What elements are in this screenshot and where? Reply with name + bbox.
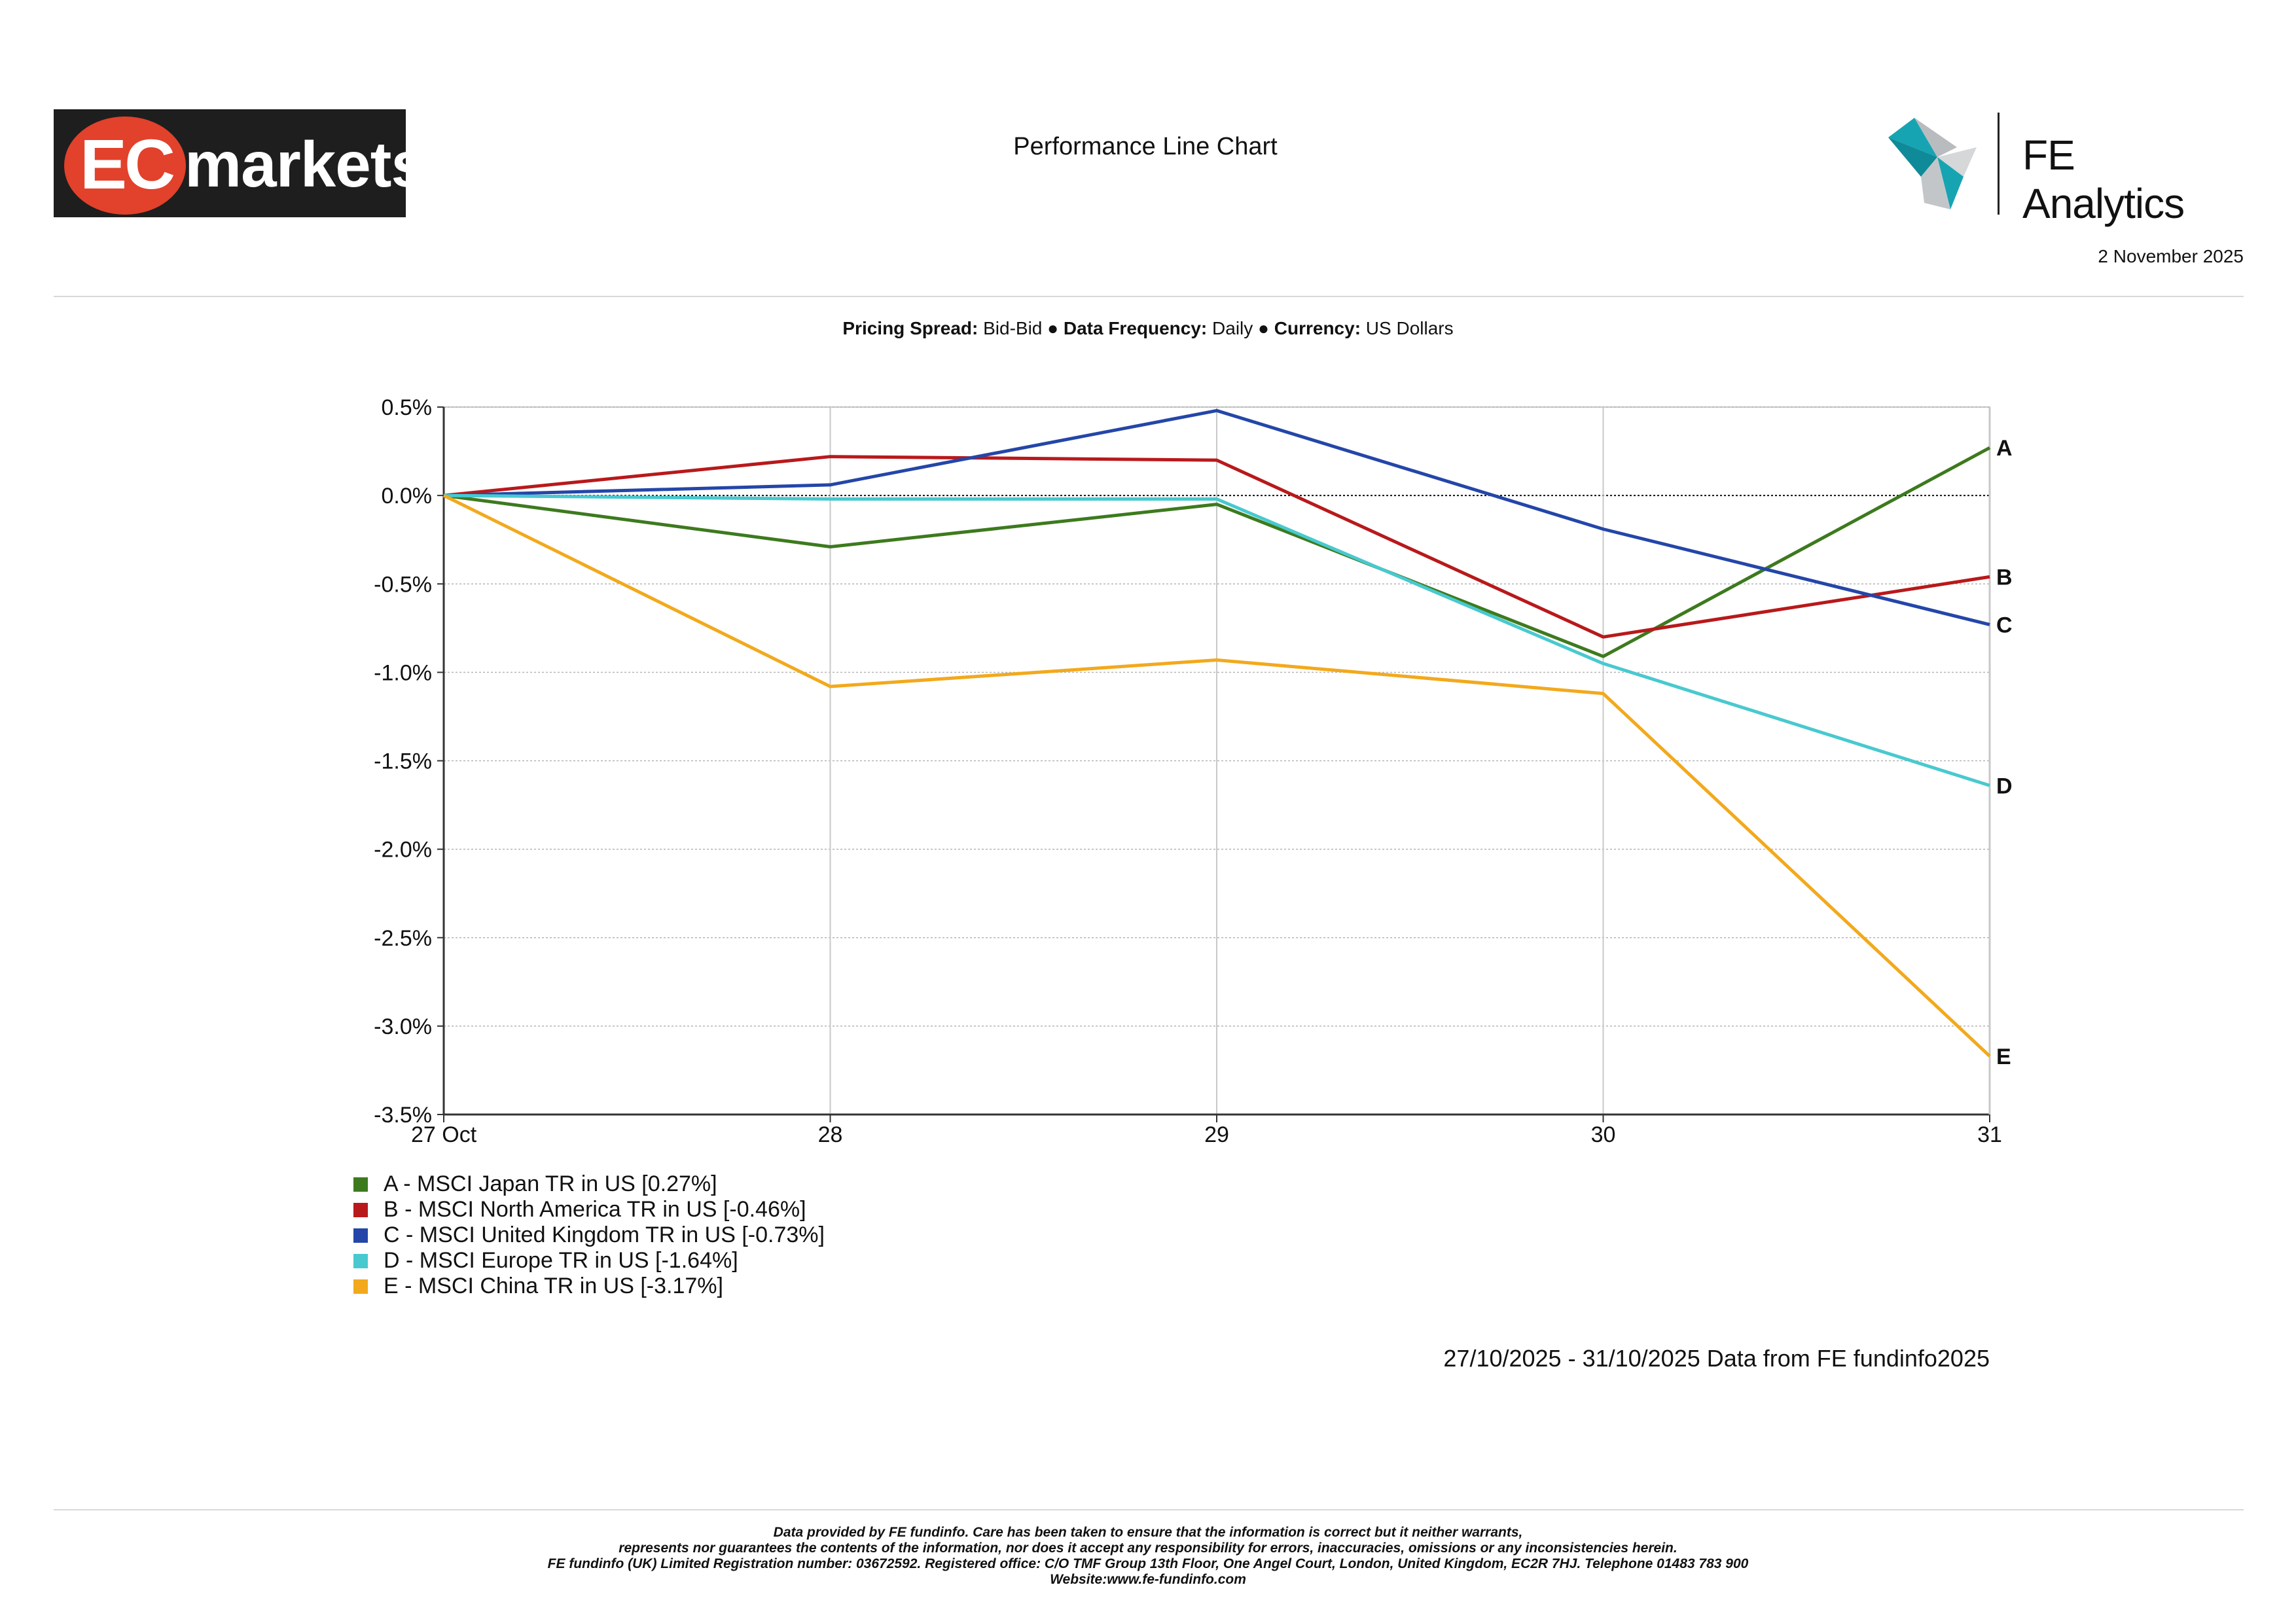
- pricing-spread-label: Pricing Spread:: [842, 318, 978, 338]
- chart-axes: 0.5% 0.0% -0.5% -1.0% -1.5% -2.0% -2.5% -3.0% -3…: [374, 395, 2002, 1147]
- series-line-b: [443, 455, 1990, 639]
- legend-label: E - MSCI China TR in US [-3.17%]: [384, 1274, 723, 1298]
- y-tick-label: 0.0%: [382, 484, 433, 508]
- disclaimer-line: Data provided by FE fundinfo. Care has b…: [773, 1525, 1523, 1540]
- legend-item-d: D - MSCI Europe TR in US [-1.64%]: [353, 1248, 1139, 1274]
- legend-swatch: [353, 1253, 368, 1268]
- legend-item-a: A - MSCI Japan TR in US [0.27%]: [353, 1171, 1139, 1197]
- y-tick-label: -3.0%: [374, 1014, 432, 1039]
- legend-swatch: [353, 1228, 368, 1243]
- currency-value: US Dollars: [1365, 318, 1454, 338]
- report-date: 2 November 2025: [2098, 246, 2244, 266]
- y-tick-label: 0.5%: [382, 395, 433, 420]
- fe-analytics-brand: FE Analytics: [2022, 132, 2185, 227]
- chart-grid: [443, 406, 1990, 1115]
- legend-swatch: [353, 1202, 368, 1217]
- series-end-label-b: B: [1996, 565, 2013, 590]
- ec-logo-ec-text: EC: [79, 124, 175, 204]
- x-tick-label: 30: [1591, 1122, 1616, 1147]
- legend-item-c: C - MSCI United Kingdom TR in US [-0.73%…: [353, 1222, 1139, 1248]
- legend-item-e: E - MSCI China TR in US [-3.17%]: [353, 1274, 1139, 1299]
- chart-settings: Pricing Spread: Bid-Bid ● Data Frequency…: [0, 318, 2296, 339]
- frequency-label: Data Frequency:: [1063, 318, 1208, 338]
- x-tick-label: 27 Oct: [411, 1122, 477, 1147]
- y-tick-label: -3.5%: [374, 1103, 432, 1128]
- disclaimer: Data provided by FE fundinfo. Care has b…: [131, 1525, 2165, 1588]
- y-tick-label: -2.5%: [374, 926, 432, 951]
- ec-logo-markets-text: markets: [185, 128, 427, 200]
- y-tick-label: -2.0%: [374, 838, 432, 863]
- series-line-d: [443, 493, 1990, 787]
- data-source-note: 27/10/2025 - 31/10/2025 Data from FE fun…: [1443, 1345, 1990, 1372]
- chart-series: A BC D E: [442, 408, 2013, 1069]
- disclaimer-line: FE fundinfo (UK) Limited Registration nu…: [547, 1556, 1749, 1571]
- fe-analytics-icon: [1888, 118, 1977, 209]
- series-line-a: [443, 446, 1991, 658]
- header-divider: [54, 296, 2244, 297]
- x-tick-label: 28: [818, 1122, 843, 1147]
- legend-label: C - MSCI United Kingdom TR in US [-0.73%…: [384, 1222, 825, 1247]
- y-tick-label: -0.5%: [374, 572, 432, 597]
- brand-divider: [1998, 113, 2000, 215]
- series-line-e: [442, 493, 1991, 1058]
- legend-label: A - MSCI Japan TR in US [0.27%]: [384, 1171, 717, 1196]
- disclaimer-line: represents nor guarantees the contents o…: [619, 1541, 1677, 1556]
- y-tick-label: -1.5%: [374, 749, 432, 774]
- footer-divider: [54, 1509, 2244, 1510]
- series-end-label-e: E: [1996, 1044, 2011, 1069]
- disclaimer-line: Website:www.fe-fundinfo.com: [1050, 1572, 1246, 1587]
- series-end-label-d: D: [1996, 774, 2013, 798]
- frequency-value: Daily: [1212, 318, 1253, 338]
- x-tick-label: 29: [1204, 1122, 1229, 1147]
- legend-swatch: [353, 1177, 368, 1192]
- series-line-c: [443, 408, 1990, 626]
- legend-label: D - MSCI Europe TR in US [-1.64%]: [384, 1248, 738, 1273]
- series-end-label-c: C: [1996, 613, 2013, 637]
- chart-legend: A - MSCI Japan TR in US [0.27%] B - MSCI …: [353, 1171, 1139, 1299]
- series-end-label-a: A: [1996, 436, 2013, 461]
- ec-logo-circle: [64, 116, 186, 215]
- currency-label: Currency:: [1274, 318, 1361, 338]
- pricing-spread-value: Bid-Bid: [983, 318, 1043, 338]
- legend-swatch: [353, 1279, 368, 1294]
- separator-dot: ●: [1258, 318, 1269, 338]
- legend-item-b: B - MSCI North America TR in US [-0.46%]: [353, 1197, 1139, 1222]
- report-title: Performance Line Chart: [1013, 133, 1278, 160]
- legend-label: B - MSCI North America TR in US [-0.46%]: [384, 1197, 806, 1222]
- separator-dot: ●: [1047, 318, 1059, 338]
- y-tick-label: -1.0%: [374, 660, 432, 685]
- x-tick-label: 31: [1977, 1122, 2002, 1147]
